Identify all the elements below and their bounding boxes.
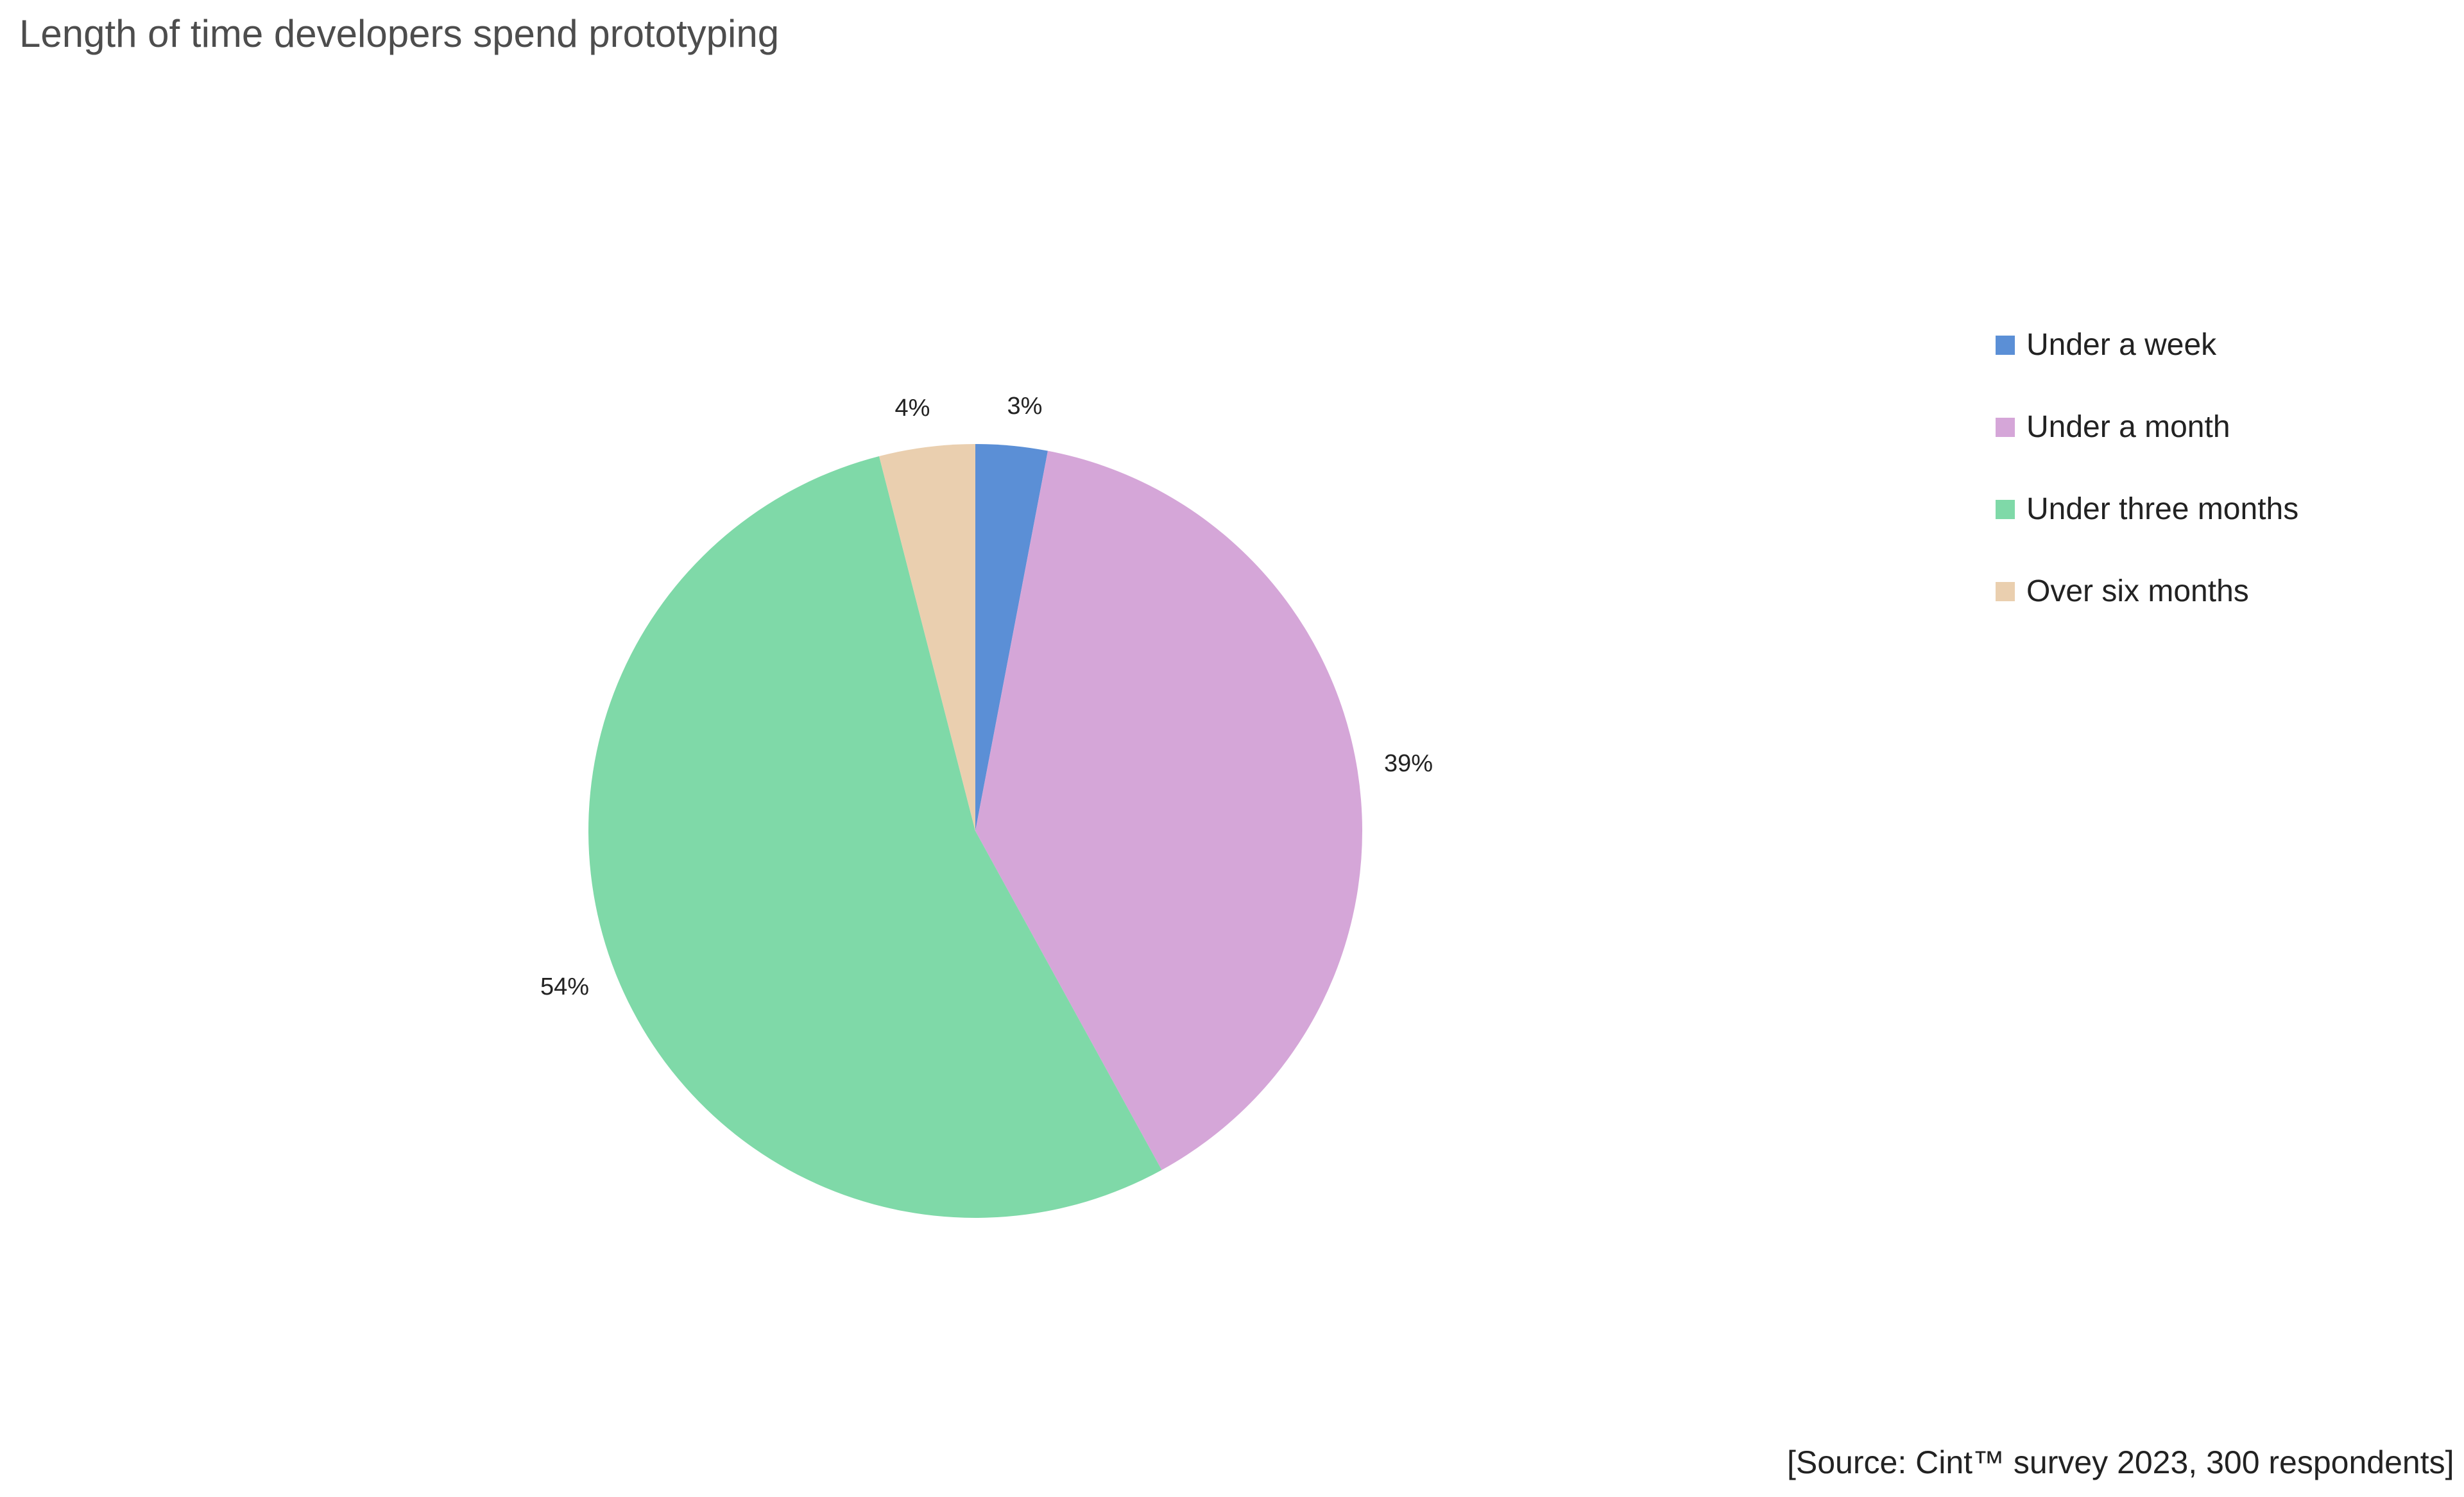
svg-text:39%: 39% [1384, 750, 1433, 777]
svg-text:4%: 4% [895, 395, 930, 422]
svg-text:54%: 54% [540, 973, 589, 1000]
svg-text:3%: 3% [1007, 393, 1043, 420]
